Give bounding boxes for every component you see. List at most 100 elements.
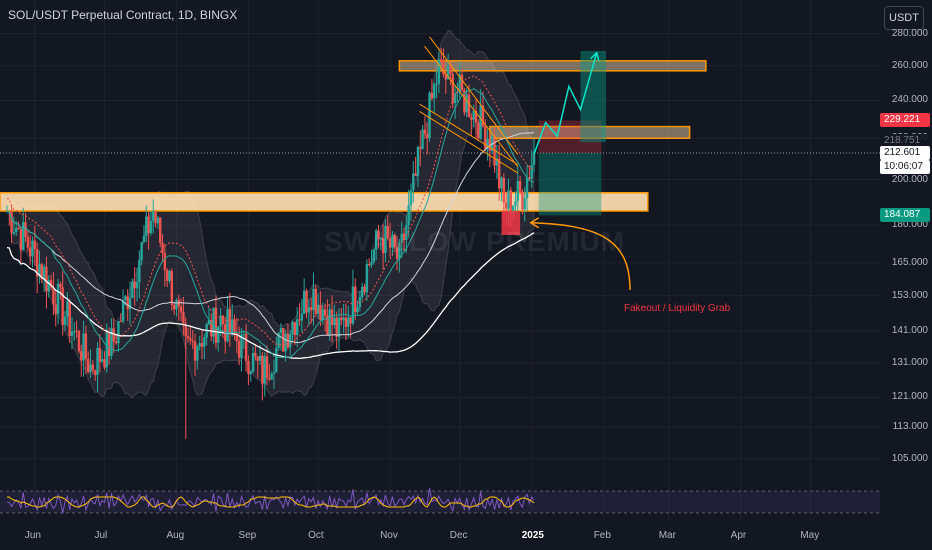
fakeout-arrow <box>530 222 631 291</box>
candle-body <box>456 91 459 94</box>
candle-body <box>388 238 392 248</box>
candle-body <box>117 321 120 344</box>
candle-body <box>467 94 471 118</box>
candle-body <box>453 93 457 104</box>
wedge-line <box>419 103 519 166</box>
rsi-line <box>6 487 535 514</box>
fakeout-box <box>501 210 521 235</box>
zone-resistance <box>398 60 707 72</box>
candle-body <box>400 233 403 243</box>
candle-body <box>230 319 234 333</box>
rsi-panel <box>0 487 880 514</box>
candle-body <box>110 328 113 356</box>
candle-body <box>314 288 317 314</box>
zone-support <box>0 191 649 212</box>
candle-body <box>149 221 153 234</box>
candle-body <box>347 317 350 327</box>
candle-body <box>93 370 97 375</box>
price-tick-label: 180.000 <box>891 219 928 231</box>
fakeout-annotation: Fakeout / Liquidity Grab <box>624 303 731 314</box>
candle-body <box>189 338 192 341</box>
candle-body <box>87 358 90 373</box>
candle-body <box>12 232 16 234</box>
candle-body <box>182 312 185 324</box>
candle-body <box>254 352 257 357</box>
candle-body <box>326 315 329 336</box>
candle-body <box>156 217 160 224</box>
candle-body <box>416 147 420 176</box>
time-tick-label: Oct <box>308 530 324 541</box>
candle-body <box>186 336 190 339</box>
candle-body <box>465 94 468 113</box>
price-tick-label: 153.000 <box>891 289 928 301</box>
candle-body <box>235 333 239 342</box>
candle-body <box>207 320 211 325</box>
currency-button[interactable]: USDT <box>884 6 924 30</box>
candle-body <box>444 74 448 80</box>
candle-body <box>323 309 327 316</box>
candle-body <box>191 340 194 342</box>
time-tick-label: Mar <box>658 530 676 541</box>
candle-body <box>532 152 536 165</box>
price-tick-label: 113.000 <box>892 421 928 433</box>
candle-body <box>159 217 162 243</box>
candle-body <box>249 371 252 374</box>
candle-body <box>479 105 482 139</box>
candle-body <box>73 331 76 333</box>
candle-body <box>419 147 422 149</box>
candle-body <box>256 356 259 361</box>
wedge-line <box>419 111 519 174</box>
time-tick-label: Feb <box>593 530 611 541</box>
candle-body <box>268 378 271 380</box>
candle-body <box>244 333 248 362</box>
candle-body <box>140 242 143 261</box>
candle-body <box>84 333 88 359</box>
price-tick-label: 165.000 <box>891 256 928 268</box>
candle-body <box>251 352 255 372</box>
candle-body <box>61 287 64 325</box>
price-tick-label: 260.000 <box>891 59 928 71</box>
candle-body <box>107 331 111 356</box>
candle-body <box>504 202 508 209</box>
candle-body <box>28 247 32 257</box>
candle-body <box>398 242 401 259</box>
candle-body <box>409 190 413 206</box>
price-tick-label: 200.000 <box>891 173 928 185</box>
candle-body <box>356 307 359 313</box>
candle-body <box>500 177 503 189</box>
projection-path <box>533 52 598 155</box>
candle-body <box>128 298 132 310</box>
wedge-line <box>424 45 519 168</box>
candle-body <box>275 347 278 373</box>
support-resistance-zones <box>0 60 707 212</box>
candle-body <box>421 129 424 149</box>
ema-line <box>6 75 535 346</box>
candle-body <box>221 315 225 325</box>
candle-body <box>333 317 336 326</box>
candle-body <box>381 238 385 254</box>
candle-body <box>40 264 43 280</box>
candle-body <box>265 356 269 379</box>
candle-body <box>330 309 334 326</box>
candle-body <box>430 92 434 99</box>
candle-body <box>523 198 526 210</box>
candle-body <box>446 65 450 80</box>
candle-body <box>75 331 78 333</box>
candle-body <box>203 337 206 347</box>
candle-body <box>351 286 355 324</box>
candle-body <box>337 317 341 337</box>
candle-body <box>96 347 99 375</box>
candle-body <box>374 230 378 250</box>
candle-body <box>100 359 104 362</box>
candle-body <box>354 286 357 313</box>
candle-body <box>219 315 222 327</box>
trade-position <box>538 51 607 216</box>
candle-body <box>477 122 480 139</box>
candle-body <box>302 290 306 314</box>
candle-body <box>367 264 371 266</box>
price-tick-label: 105.000 <box>891 452 928 464</box>
price-tick-label: 240.000 <box>891 94 928 106</box>
candle-body <box>89 364 92 373</box>
candle-body <box>196 346 199 361</box>
